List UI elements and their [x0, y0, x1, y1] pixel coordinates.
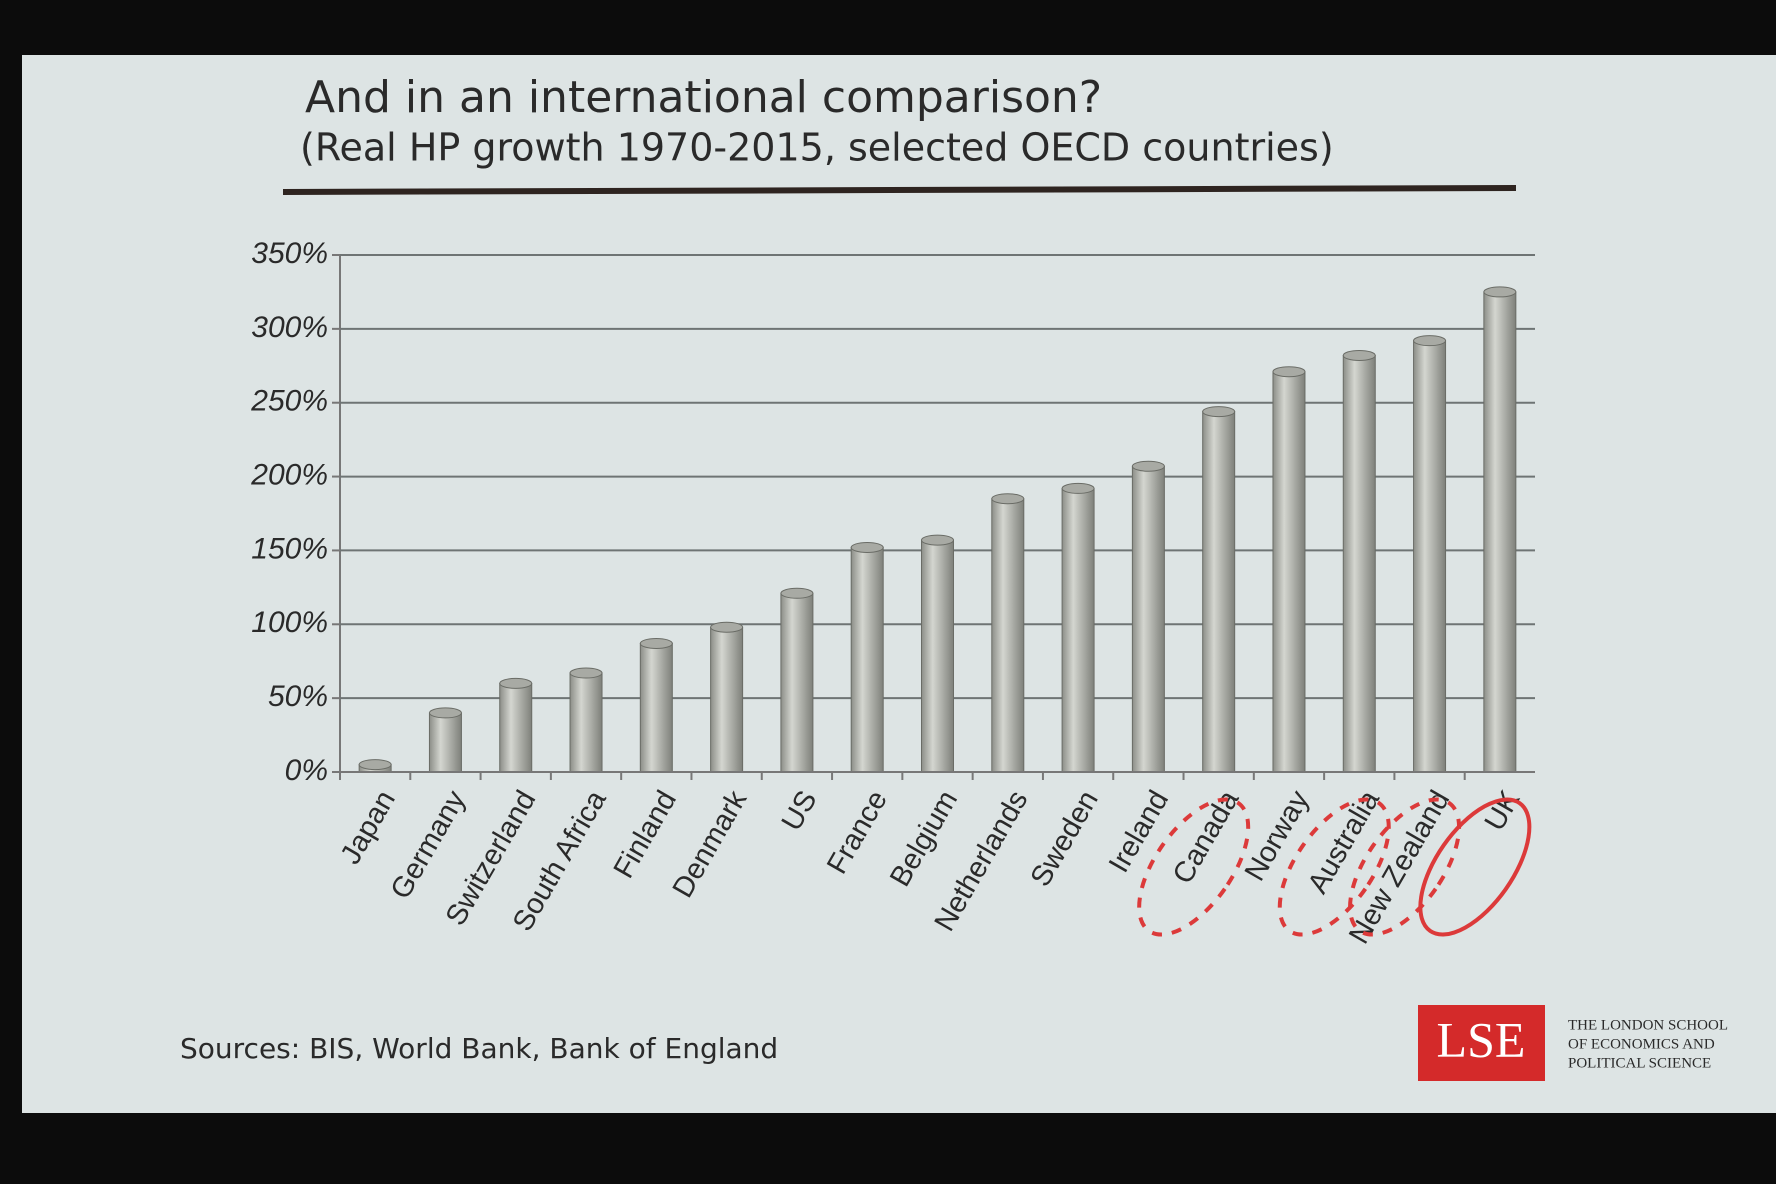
- chart-subtitle: (Real HP growth 1970-2015, selected OECD…: [300, 126, 1334, 170]
- bar: [428, 712, 462, 773]
- bar: [569, 672, 603, 773]
- bar: [921, 539, 954, 773]
- logo-mark: LSE: [1437, 1011, 1526, 1067]
- bar-cap: [1342, 349, 1376, 361]
- bar-cap: [1483, 286, 1517, 298]
- bar-cap: [639, 637, 673, 649]
- bar-cap: [921, 534, 954, 546]
- logo-line: THE LONDON SCHOOL: [1568, 1017, 1728, 1033]
- logo-line: POLITICAL SCIENCE: [1568, 1055, 1711, 1071]
- source: Sources: BIS, World Bank, Bank of Englan…: [180, 1032, 778, 1065]
- y-tick-label: 350%: [251, 237, 328, 270]
- logo-line: OF ECONOMICS AND: [1568, 1036, 1715, 1052]
- bar-cap: [850, 541, 884, 553]
- bar: [1061, 487, 1095, 773]
- bar: [1342, 354, 1376, 773]
- bar-cap: [1131, 460, 1165, 472]
- title-rule: [282, 185, 1517, 195]
- bar-cap: [428, 707, 462, 719]
- y-tick-label: 0%: [285, 754, 328, 787]
- highlight-ring: [1348, 797, 1462, 937]
- y-tick-label: 150%: [251, 532, 328, 565]
- bar-cap: [1061, 482, 1095, 494]
- bar-cap: [499, 677, 533, 689]
- bar: [1272, 371, 1306, 773]
- bar-cap: [569, 667, 603, 679]
- bar: [710, 626, 744, 773]
- bar: [1202, 411, 1236, 773]
- highlight-ring: [1277, 797, 1391, 937]
- highlight-ring: [1137, 797, 1251, 937]
- chart-title: And in an international comparison?: [305, 72, 1102, 123]
- y-tick-label: 250%: [250, 385, 328, 418]
- y-tick-label: 200%: [250, 458, 328, 491]
- y-tick-label: 100%: [251, 606, 328, 639]
- y-tick-label: 50%: [268, 680, 328, 713]
- bar-cap: [710, 621, 744, 633]
- bar: [1483, 291, 1517, 773]
- bar: [499, 682, 533, 773]
- bar: [1413, 340, 1447, 773]
- bar-cap: [1413, 335, 1447, 347]
- bar-cap: [1202, 406, 1236, 418]
- bar-cap: [358, 759, 392, 771]
- bar: [639, 642, 673, 773]
- logo-box: [1418, 1005, 1545, 1081]
- bar-cap: [991, 493, 1025, 505]
- bar: [780, 592, 814, 773]
- y-tick-label: 300%: [251, 311, 328, 344]
- bar-cap: [780, 587, 814, 599]
- bar: [991, 498, 1025, 773]
- highlight-ring: [1418, 797, 1532, 937]
- bar-cap: [1272, 366, 1306, 378]
- bar: [850, 546, 884, 773]
- bar: [1131, 465, 1165, 773]
